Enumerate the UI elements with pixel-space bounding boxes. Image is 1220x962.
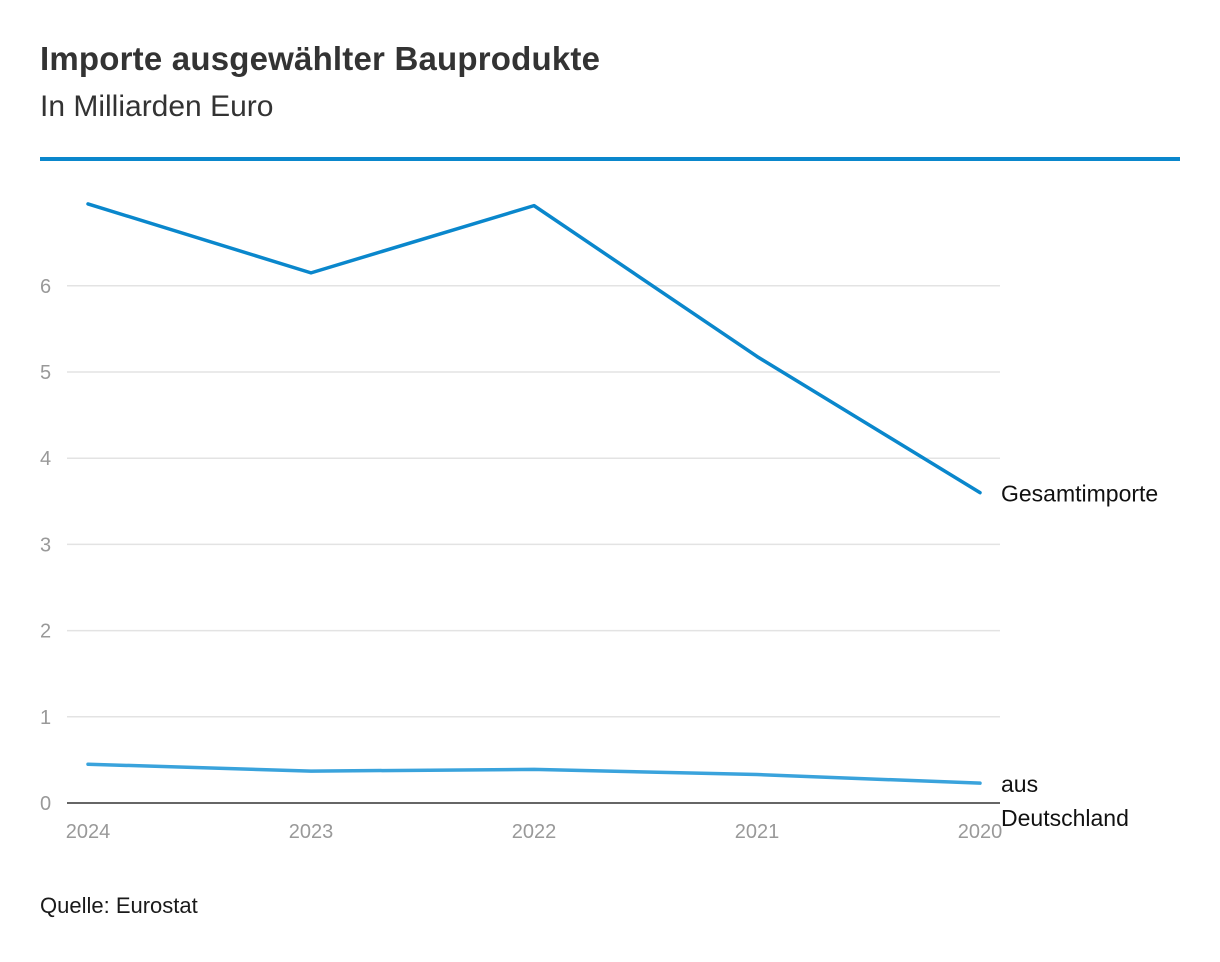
y-tick-label: 3 (40, 534, 51, 556)
y-tick-label: 0 (40, 793, 51, 815)
title-divider (40, 157, 1180, 161)
y-tick-label: 1 (40, 707, 51, 729)
series-end-label: aus (1001, 771, 1038, 797)
y-tick-label: 5 (40, 362, 51, 384)
y-tick-label: 6 (40, 276, 51, 298)
series-line (86, 762, 982, 785)
x-tick-label: 2023 (289, 821, 334, 843)
chart-title: Importe ausgewählter Bauprodukte (40, 40, 601, 77)
x-tick-label: 2024 (66, 821, 111, 843)
series-end-label: Deutschland (1001, 805, 1129, 831)
series-line (86, 202, 982, 495)
x-tick-label: 2020 (958, 821, 1003, 843)
series-end-label: Gesamtimporte (1001, 481, 1158, 507)
x-tick-label: 2022 (512, 821, 557, 843)
x-tick-label: 2021 (735, 821, 780, 843)
source-note: Quelle: Eurostat (40, 893, 198, 918)
y-tick-label: 2 (40, 621, 51, 643)
y-tick-label: 4 (40, 448, 51, 470)
chart-subtitle: In Milliarden Euro (40, 90, 274, 123)
